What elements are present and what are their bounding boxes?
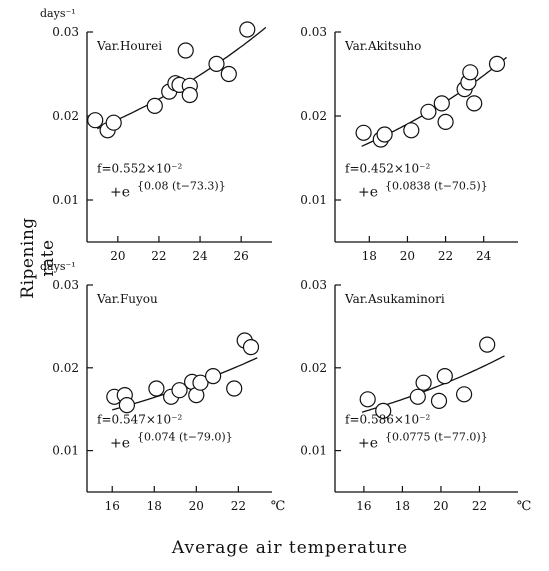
y-tick-label: 0.02 [52, 109, 79, 123]
x-tick-label: 20 [110, 249, 125, 263]
data-point [479, 336, 496, 353]
data-point [220, 65, 237, 83]
data-point [208, 55, 225, 73]
x-tick-label: 22 [438, 249, 453, 263]
x-tick-label: 18 [395, 499, 410, 513]
panel-title: Var.Fuyou [96, 292, 158, 306]
y-tick-label: 0.01 [52, 193, 79, 207]
y-axis-label: Ripening rate [18, 217, 58, 299]
panel-title: Var.Asukaminori [344, 292, 445, 306]
formula-line-2: +e [110, 436, 130, 452]
panel-title: Var.Hourei [96, 39, 162, 53]
data-point [409, 388, 426, 405]
formula-line-2: +e [358, 436, 378, 452]
formula-line-1: f=0.547×10⁻² [97, 413, 183, 427]
y-tick-label: 0.01 [300, 193, 327, 207]
x-tick-label: 16 [356, 499, 371, 513]
formula-line-1: f=0.452×10⁻² [345, 162, 431, 176]
x-tick-label: 18 [362, 249, 377, 263]
formula-exponent: {0.08 (t−73.3)} [137, 180, 226, 193]
x-unit-label: ℃ [517, 499, 532, 514]
data-point [466, 95, 483, 112]
x-unit-label: ℃ [271, 499, 286, 514]
data-point [226, 380, 243, 397]
data-point [456, 386, 473, 403]
x-tick-label: 20 [400, 249, 415, 263]
formula-exponent: {0.0775 (t−77.0)} [385, 431, 488, 444]
x-tick-label: 16 [105, 499, 120, 513]
x-tick-label: 24 [192, 249, 208, 263]
x-tick-label: 24 [476, 249, 492, 263]
data-point [87, 112, 104, 129]
y-tick-label: 0.02 [300, 109, 327, 123]
data-point [488, 55, 506, 73]
x-tick-label: 18 [147, 499, 162, 513]
x-axis-label: Average air temperature [171, 538, 409, 558]
chart-panel-4: 0.01 0.02 0.03 16 18 20 22 ℃ Var.Asukaminori f=0.… [300, 278, 531, 514]
chart-panel-2: 0.01 0.02 0.03 18 20 22 24 Var.Akitsuho f=0.452×… [300, 25, 518, 263]
data-point [205, 368, 222, 385]
y-tick-label: 0.01 [52, 444, 79, 458]
data-point [359, 391, 376, 408]
x-tick-label: 20 [433, 499, 448, 513]
y-tick-label: 0.03 [52, 278, 79, 292]
data-point [355, 124, 372, 141]
formula-line-1: f=0.586×10⁻² [345, 413, 431, 427]
data-point [403, 122, 420, 139]
data-point [148, 380, 165, 397]
data-point [146, 97, 163, 115]
x-tick-label: 22 [231, 499, 246, 513]
x-tick-label: 20 [189, 499, 204, 513]
panel-title: Var.Akitsuho [344, 39, 421, 53]
y-unit-label: days⁻¹ [40, 7, 76, 20]
data-point [433, 95, 450, 112]
x-tick-label: 22 [472, 499, 487, 513]
y-tick-label: 0.03 [300, 25, 327, 39]
y-tick-label: 0.03 [300, 278, 327, 292]
data-point [239, 21, 256, 38]
data-point [181, 86, 198, 104]
data-point [242, 339, 260, 356]
y-tick-label: 0.02 [52, 361, 79, 375]
data-point [430, 392, 448, 409]
formula-exponent: {0.0838 (t−70.5)} [385, 180, 488, 193]
data-point [437, 113, 454, 131]
data-point [415, 374, 432, 391]
data-point [118, 397, 136, 414]
y-tick-label: 0.01 [300, 444, 327, 458]
y-tick-label: 0.02 [300, 361, 327, 375]
formula-line-2: +e [110, 185, 130, 201]
formula-exponent: {0.074 (t−79.0)} [137, 431, 233, 444]
data-point [436, 368, 453, 385]
data-point [420, 103, 437, 120]
formula-line-2: +e [358, 185, 378, 201]
chart-panel-1: 0.01 0.02 0.03 20 22 24 26 days⁻¹ Var.Hourei f=0.… [40, 7, 272, 263]
data-point [105, 114, 122, 131]
y-unit-label: days⁻¹ [40, 260, 76, 273]
data-point [376, 126, 393, 143]
x-tick-label: 22 [151, 249, 166, 263]
x-tick-label: 26 [234, 249, 249, 263]
data-point [192, 374, 209, 391]
y-tick-label: 0.03 [52, 25, 79, 39]
formula-line-1: f=0.552×10⁻² [97, 162, 183, 176]
data-point [171, 382, 188, 399]
data-point [462, 64, 479, 81]
chart-panel-3: 0.01 0.02 0.03 16 18 20 22 ℃ days⁻¹ Var.Fuyou f=0.… [40, 260, 285, 514]
data-point [177, 42, 194, 59]
data-point [375, 402, 392, 419]
